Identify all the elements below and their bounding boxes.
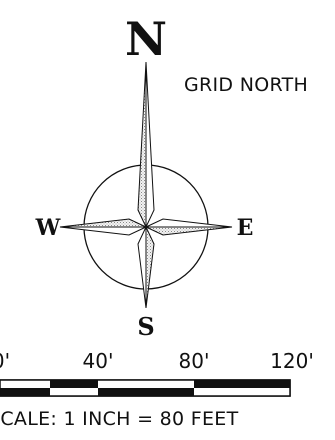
scale-tick-label-0: 0'	[0, 349, 10, 373]
south-arm-icon	[137, 226, 155, 309]
west-arm-icon	[59, 218, 147, 236]
graphic-scale-bar: 0' 40' 80' 120'	[0, 349, 314, 397]
east-arm-icon	[145, 218, 233, 236]
grid-north-label: GRID NORTH	[184, 74, 309, 96]
north-label: N	[125, 12, 167, 66]
north-arm-icon	[137, 61, 155, 228]
scale-tick-label-120: 120'	[270, 349, 314, 373]
scale-tick-label-80: 80'	[179, 349, 210, 373]
scale-tick-label-40: 40'	[83, 349, 114, 373]
scale-bar-segments	[0, 379, 291, 397]
scale-caption: SCALE: 1 INCH = 80 FEET	[0, 408, 239, 430]
south-label: S	[137, 312, 154, 340]
compass-rose: N S E W	[35, 12, 254, 340]
east-label: E	[237, 215, 254, 241]
west-label: W	[35, 215, 61, 241]
